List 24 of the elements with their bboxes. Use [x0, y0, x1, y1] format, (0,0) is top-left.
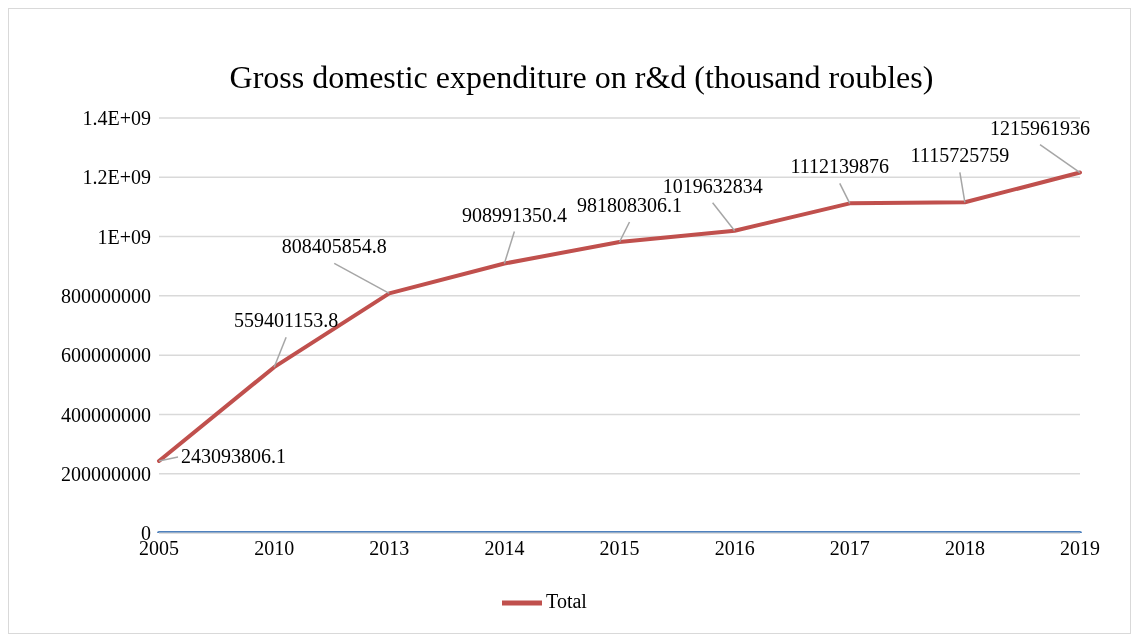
x-tick-label: 2018 — [944, 537, 985, 560]
x-tick-label: 2016 — [714, 537, 755, 560]
data-label: 559401153.8 — [233, 309, 339, 332]
y-tick-label: 1.4E+09 — [82, 107, 151, 130]
x-tick-label: 2017 — [829, 537, 870, 560]
data-label: 908991350.4 — [461, 203, 567, 226]
y-tick-label: 800000000 — [61, 284, 151, 307]
x-tick-label: 2014 — [484, 537, 525, 560]
data-label: 243093806.1 — [181, 444, 286, 467]
y-tick-label: 1.2E+09 — [82, 166, 151, 189]
data-label: 808405854.8 — [281, 235, 387, 258]
chart-title: Gross domestic expenditure on r&d (thousand roubles) — [228, 59, 935, 96]
x-tick-label: 2013 — [369, 537, 410, 560]
x-tick-label: 2015 — [599, 537, 640, 560]
y-tick-label: 1E+09 — [97, 225, 151, 248]
legend-label: Total — [546, 589, 587, 612]
x-tick-label: 2019 — [1060, 537, 1100, 560]
x-tick-label: 2010 — [254, 537, 295, 560]
y-tick-label: 600000000 — [61, 344, 151, 367]
y-tick-label: 400000000 — [61, 403, 151, 426]
data-label: 1115725759 — [910, 144, 1010, 167]
data-label: 1112139876 — [790, 155, 890, 178]
data-label: 1215961936 — [990, 116, 1090, 139]
y-tick-label: 200000000 — [61, 462, 151, 485]
